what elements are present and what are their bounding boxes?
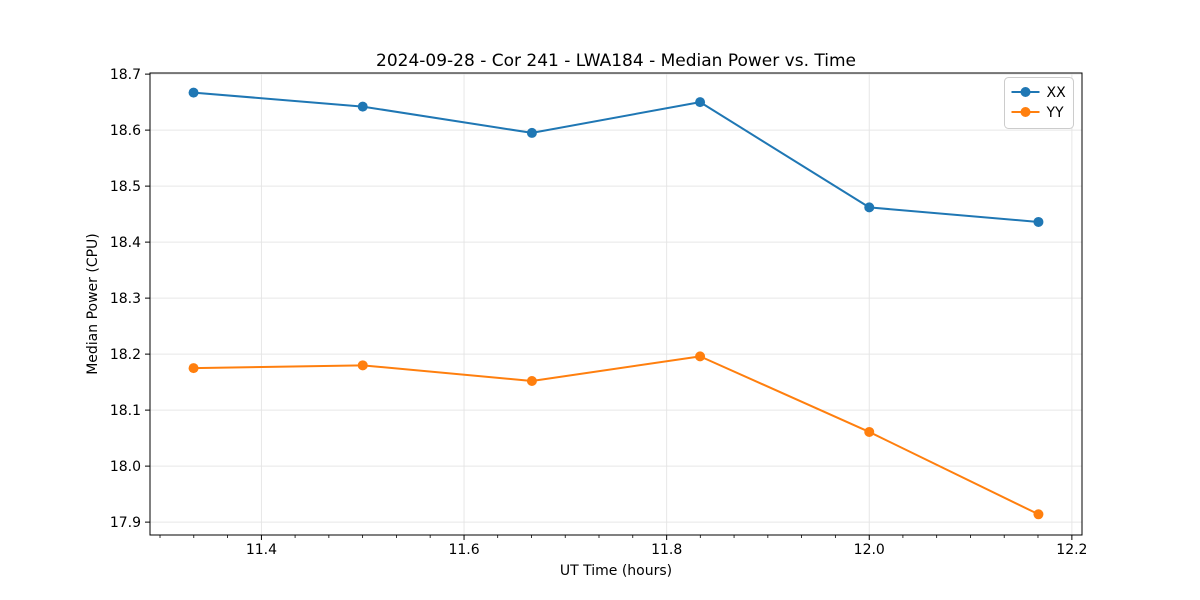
chart-title: 2024-09-28 - Cor 241 - LWA184 - Median P… [376, 51, 856, 71]
series-XX-marker [188, 87, 199, 98]
series-YY-marker [357, 360, 368, 371]
y-tick-label: 18.4 [110, 235, 141, 251]
series-YY-marker [1033, 509, 1044, 520]
series-YY-line [193, 355, 1039, 516]
x-tick-label: 11.4 [246, 542, 277, 558]
series-XX-marker [1033, 216, 1044, 227]
axes: 11.4 11.6 11.8 12.0 12.2 17.9 18.0 18.1 18.2 18.3… [110, 67, 1088, 558]
legend-item-YY: YY [1011, 105, 1065, 121]
series-YY-marker [526, 376, 537, 386]
series-XX-marker [864, 202, 875, 213]
x-axis-label: UT Time (hours) [560, 563, 672, 579]
plot-border [149, 72, 1083, 536]
series-XX-line [193, 91, 1039, 223]
series-YY-marker [864, 426, 875, 437]
y-tick-label: 18.0 [110, 459, 141, 475]
y-tick-label: 18.1 [110, 403, 141, 419]
x-tick-label: 12.0 [854, 542, 885, 558]
data-series [188, 87, 1044, 520]
legend-marker-sample [1020, 87, 1031, 97]
y-tick-label: 18.2 [110, 347, 141, 363]
series-XX-marker [695, 97, 706, 108]
series-XX-marker [357, 101, 368, 112]
legend-marker-sample [1020, 107, 1031, 117]
x-tick-label: 11.8 [651, 542, 682, 558]
x-tick-label: 11.6 [448, 542, 479, 558]
series-YY-marker [188, 363, 199, 374]
series-XX-marker [526, 127, 537, 138]
legend-label: XX [1047, 85, 1067, 101]
legend-label: YY [1046, 105, 1065, 121]
legend: XX YY [1004, 77, 1074, 129]
y-tick-label: 18.6 [110, 123, 141, 139]
gridlines [150, 73, 1082, 535]
y-axis-label: Median Power (CPU) [85, 233, 101, 375]
y-tick-label: 17.9 [110, 515, 141, 531]
legend-item-XX: XX [1011, 85, 1067, 101]
y-tick-label: 18.7 [110, 67, 141, 83]
series-YY-marker [695, 351, 706, 362]
y-tick-label: 18.5 [110, 179, 141, 195]
y-tick-label: 18.3 [110, 291, 141, 307]
x-tick-label: 12.2 [1056, 542, 1087, 558]
